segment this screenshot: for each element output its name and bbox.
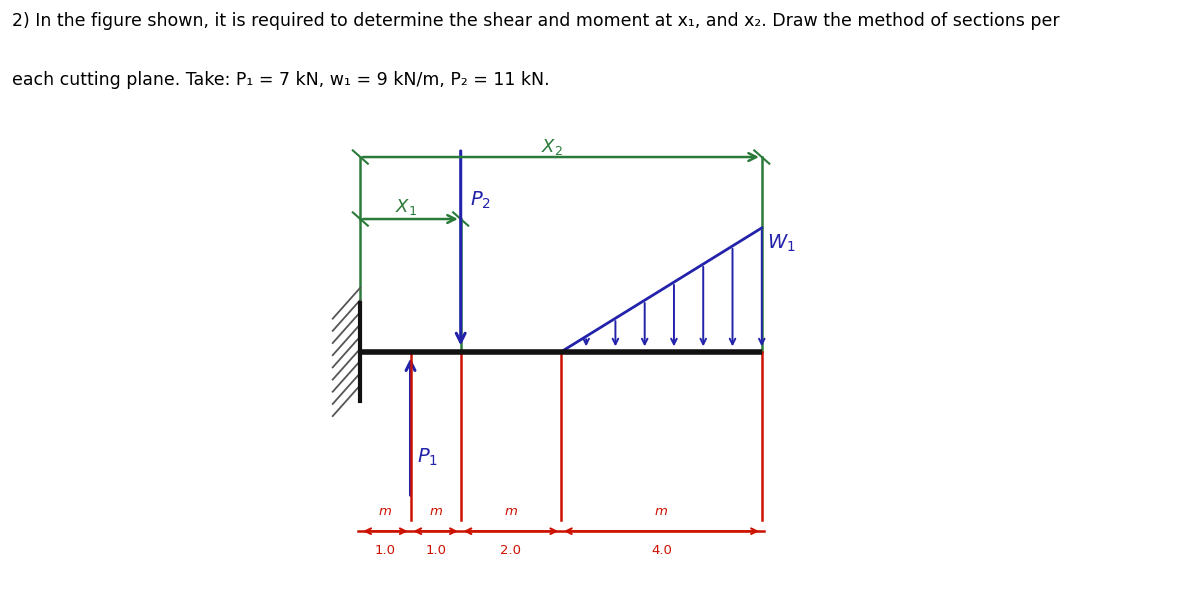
Text: $W_1$: $W_1$ [767, 232, 796, 254]
Text: 2) In the figure shown, it is required to determine the shear and moment at x₁, : 2) In the figure shown, it is required t… [12, 12, 1060, 30]
Text: $X_2$: $X_2$ [541, 137, 563, 157]
Text: $X_1$: $X_1$ [396, 197, 418, 217]
Text: 1.0: 1.0 [374, 545, 396, 558]
Text: $P_2$: $P_2$ [469, 189, 491, 211]
Text: m: m [430, 505, 442, 518]
Text: 4.0: 4.0 [650, 545, 672, 558]
Text: 2.0: 2.0 [500, 545, 521, 558]
Text: m: m [655, 505, 668, 518]
Text: m: m [504, 505, 517, 518]
Text: m: m [379, 505, 392, 518]
Text: each cutting plane. Take: P₁ = 7 kN, w₁ = 9 kN/m, P₂ = 11 kN.: each cutting plane. Take: P₁ = 7 kN, w₁ … [12, 71, 550, 89]
Text: $P_1$: $P_1$ [416, 447, 438, 468]
Text: 1.0: 1.0 [425, 545, 446, 558]
